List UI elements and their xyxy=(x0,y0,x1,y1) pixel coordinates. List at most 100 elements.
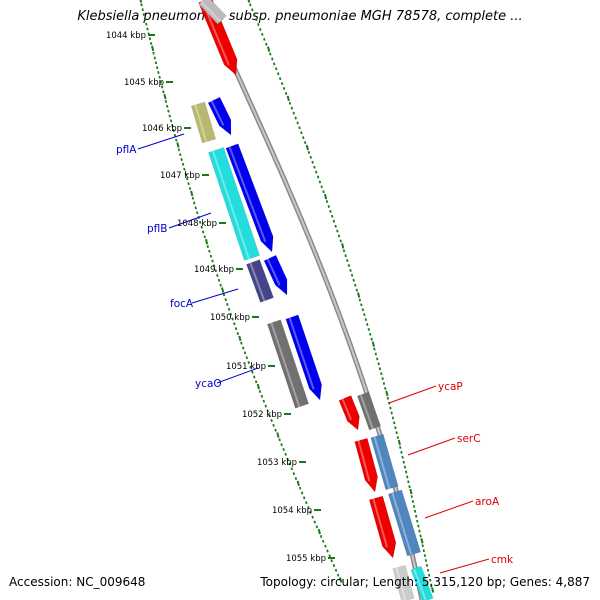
gene-feature[interactable] xyxy=(198,0,227,25)
scale-tick xyxy=(231,317,234,321)
scale-tick xyxy=(234,327,238,331)
scale-ticks-inner xyxy=(139,0,343,583)
scale-tick xyxy=(214,269,217,273)
scale-label: 1045 kbp xyxy=(124,78,164,88)
gene-feature[interactable] xyxy=(198,0,238,76)
gene-feature-focA[interactable] xyxy=(246,259,274,303)
scale-tick xyxy=(227,307,231,311)
scale-tick xyxy=(406,475,409,479)
scale-tick xyxy=(149,42,153,45)
scale-tick xyxy=(410,495,413,499)
scale-tick xyxy=(313,165,316,169)
scale-tick xyxy=(294,116,297,120)
gene-label-ycaP[interactable]: ycaP xyxy=(438,381,463,393)
gene-feature[interactable] xyxy=(263,254,288,296)
scale-tick xyxy=(323,193,328,200)
scale-tick xyxy=(391,416,395,420)
scale-tick xyxy=(253,375,256,379)
scale-tick xyxy=(190,190,194,197)
scale-tick xyxy=(280,82,284,86)
scale-tick xyxy=(309,510,312,514)
scale-tick xyxy=(200,225,203,229)
scale-tick xyxy=(141,8,144,12)
scale-tick xyxy=(271,57,274,61)
scale-tick xyxy=(194,206,197,210)
scale-tick xyxy=(300,131,303,135)
scale-tick xyxy=(275,67,278,71)
gene-feature[interactable] xyxy=(207,96,232,136)
scale-tick xyxy=(403,465,407,469)
scale-tick xyxy=(366,323,369,326)
scale-tick xyxy=(336,229,339,233)
gene-feature[interactable] xyxy=(392,564,415,600)
gene-label-pflA[interactable]: pflA xyxy=(116,144,137,156)
gene-feature-aroA[interactable] xyxy=(387,489,422,557)
scale-tick xyxy=(145,22,148,26)
scale-tick xyxy=(358,298,362,302)
scale-tick xyxy=(152,51,155,55)
scale-tick xyxy=(273,62,276,66)
scale-tick xyxy=(380,372,383,376)
scale-tick xyxy=(381,377,384,381)
scale-tick xyxy=(418,529,421,533)
scale-tick xyxy=(357,292,361,298)
scale-tick xyxy=(245,356,249,360)
accession-label: Accession: NC_009648 xyxy=(9,575,146,589)
scale-tick xyxy=(347,264,351,267)
scale-tick xyxy=(209,254,213,258)
scale-tick xyxy=(407,480,410,484)
gene-label-pflB[interactable]: pflB xyxy=(147,223,167,235)
scale-tick xyxy=(173,133,177,137)
scale-tick xyxy=(251,8,254,12)
gene-feature[interactable] xyxy=(354,438,378,493)
scale-tick xyxy=(288,462,291,466)
scale-tick xyxy=(265,42,268,46)
scale-tick xyxy=(177,148,181,152)
scale-tick xyxy=(247,0,251,3)
scale-tick xyxy=(176,142,180,148)
gene-feature[interactable] xyxy=(338,395,360,431)
scale-label: 1050 kbp xyxy=(210,313,250,323)
scale-tick xyxy=(427,573,431,577)
scale-label: 1049 kbp xyxy=(194,265,234,275)
scale-tick xyxy=(198,220,202,224)
scale-tick xyxy=(307,506,310,509)
gene-labels: pflA pflB focA ycaO ycaP serC aroA cmk xyxy=(116,133,514,574)
scale-tick xyxy=(139,0,143,3)
gene-feature-pflB[interactable] xyxy=(208,147,260,261)
gene-feature-ycaO[interactable] xyxy=(267,319,309,409)
scale-label: 1047 kbp xyxy=(160,171,200,181)
scale-tick xyxy=(160,85,164,89)
scale-tick xyxy=(249,3,252,7)
gene-feature-ycaP[interactable] xyxy=(357,391,381,431)
scale-tick xyxy=(384,386,387,390)
scale-tick xyxy=(168,114,171,118)
gene-label-focA[interactable]: focA xyxy=(170,298,194,310)
scale-tick xyxy=(162,90,165,94)
gene-feature[interactable] xyxy=(368,495,397,559)
scale-tick xyxy=(292,472,296,476)
scale-tick xyxy=(330,559,333,563)
gene-label-cmk[interactable]: cmk xyxy=(491,554,514,566)
gene-label-aroA[interactable]: aroA xyxy=(475,496,500,508)
gene-feature[interactable] xyxy=(285,314,322,401)
scale-tick xyxy=(226,303,229,306)
gene-label-ycaO[interactable]: ycaO xyxy=(195,378,222,390)
gene-feature-pflA[interactable] xyxy=(190,101,217,144)
gene-feature[interactable] xyxy=(225,143,274,253)
scale-tick xyxy=(331,214,334,218)
scale-tick xyxy=(146,27,149,31)
scale-tick xyxy=(426,568,430,572)
gene-feature-cmk[interactable] xyxy=(410,565,434,600)
scale-label: 1055 kbp xyxy=(286,554,326,564)
scale-tick xyxy=(324,544,327,548)
scale-tick xyxy=(253,13,256,17)
scale-tick xyxy=(236,332,239,335)
gene-label-serC[interactable]: serC xyxy=(457,433,481,445)
scale-tick xyxy=(322,539,325,543)
scale-tick xyxy=(208,249,211,253)
scale-tick xyxy=(334,568,338,572)
gene-feature-serC[interactable] xyxy=(370,433,399,491)
scale-tick xyxy=(369,332,372,336)
